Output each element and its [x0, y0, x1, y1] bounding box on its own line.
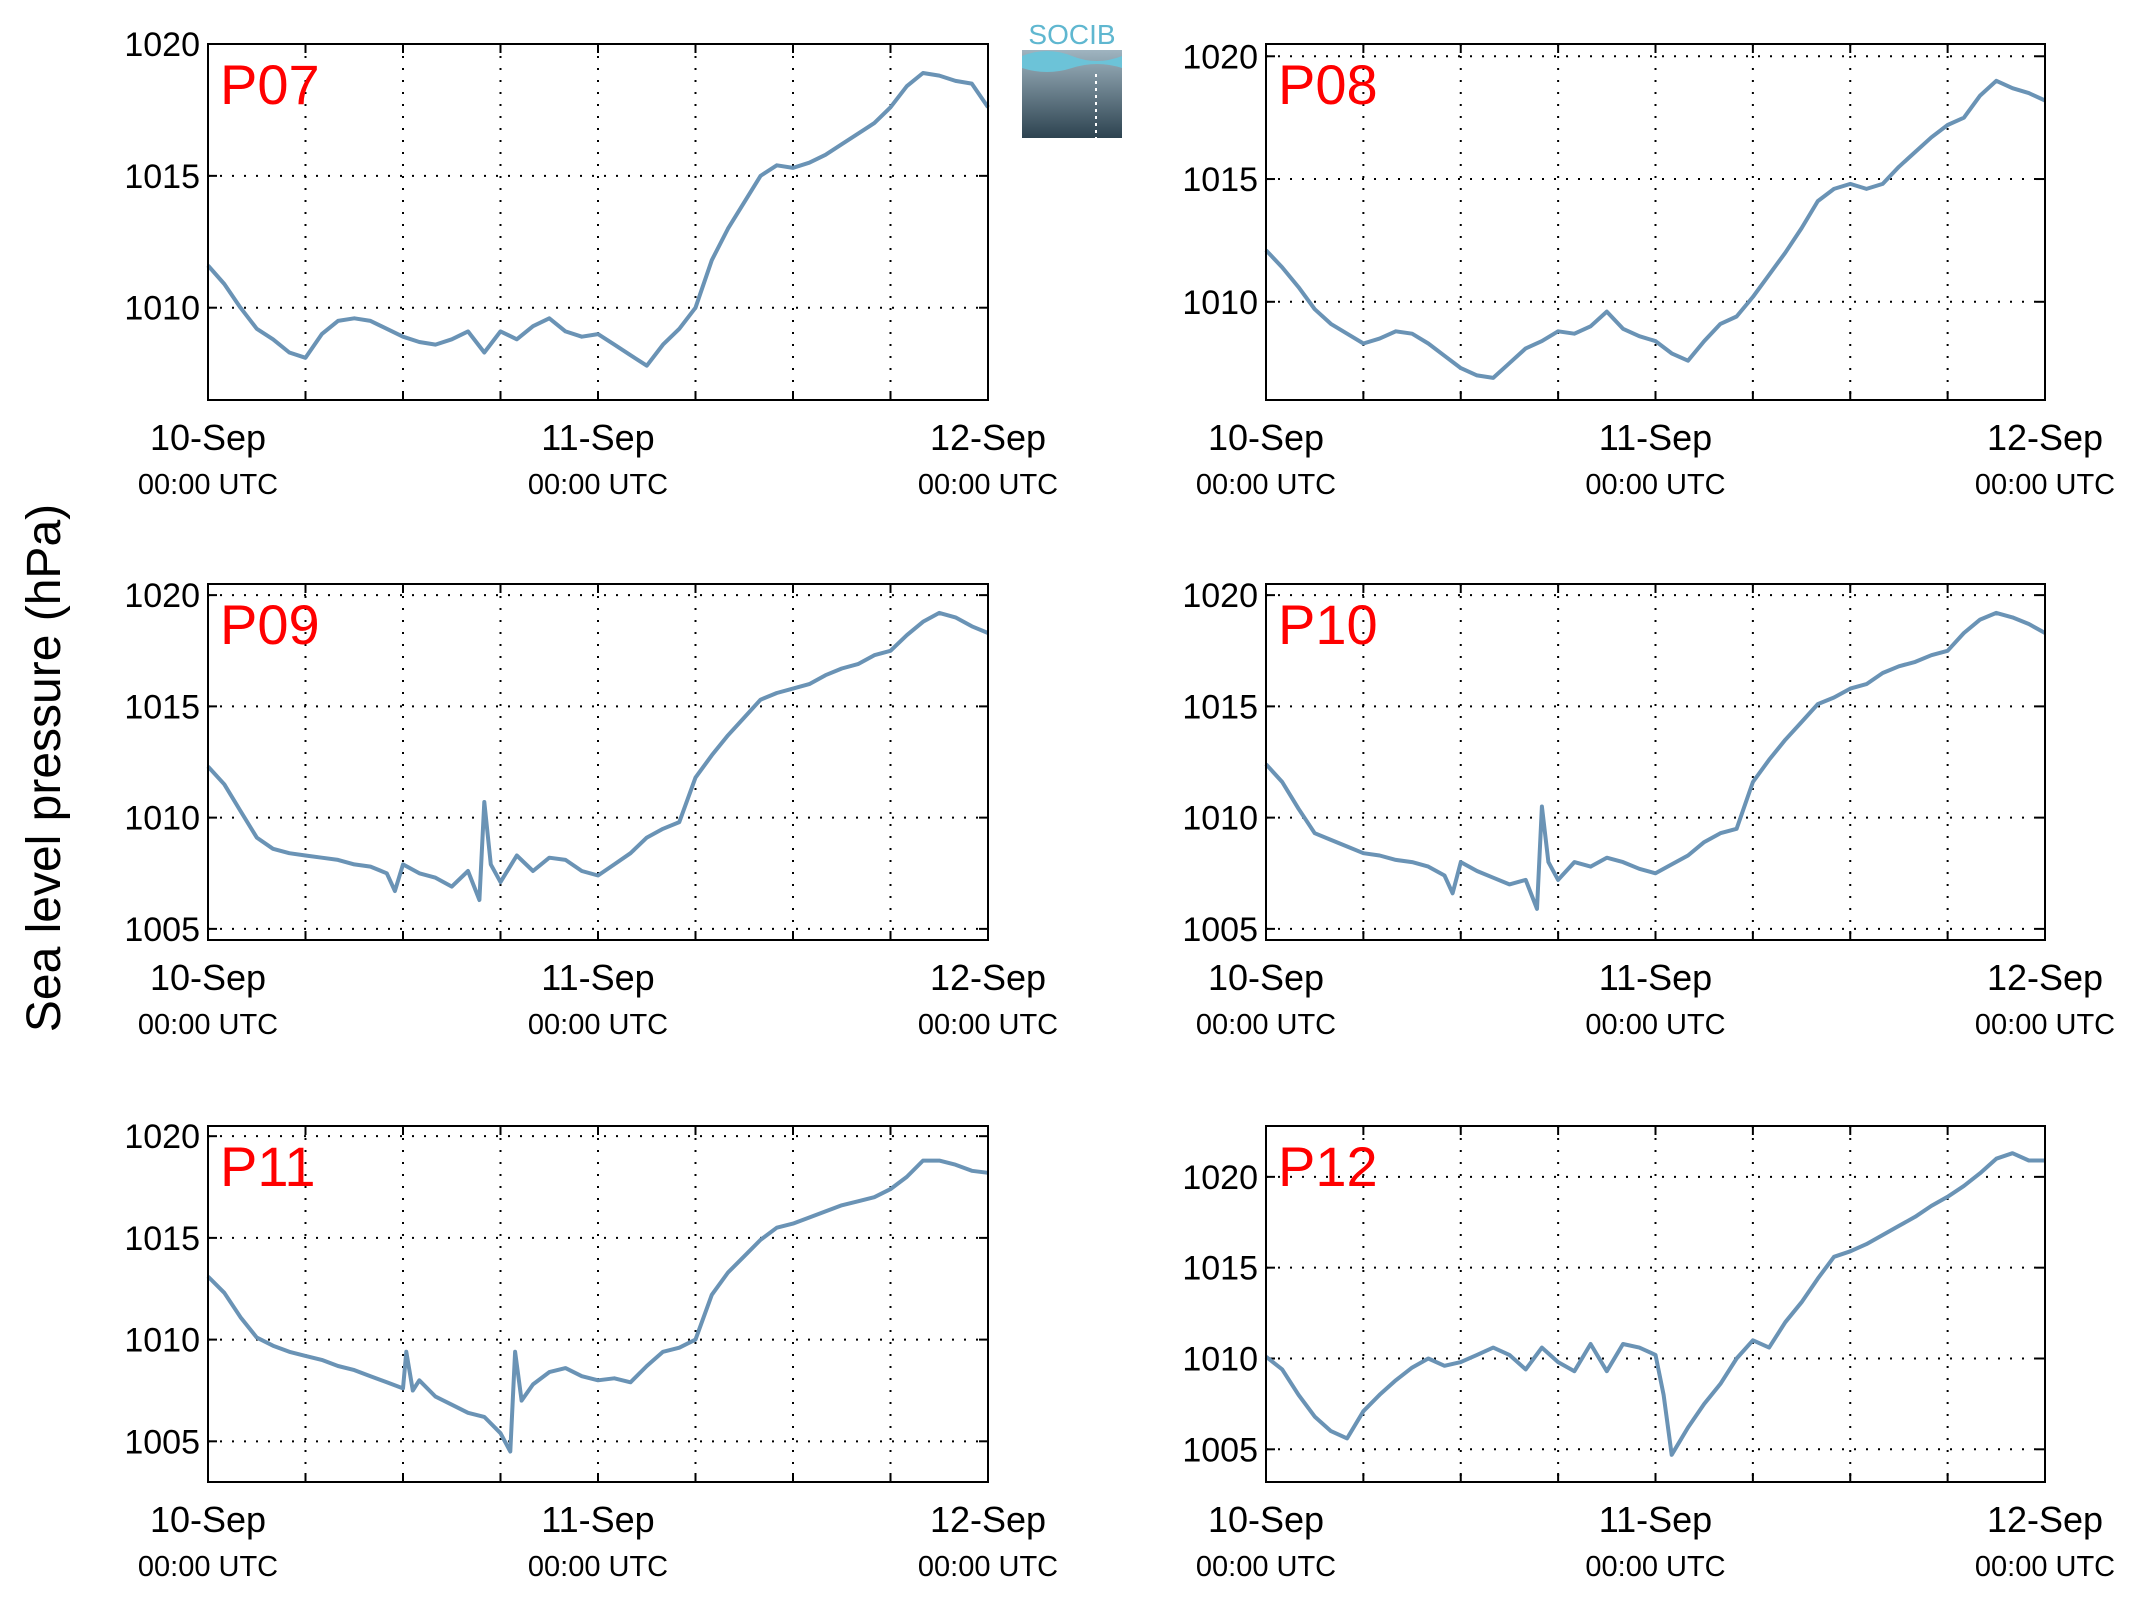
axes-box: [1265, 1125, 2046, 1483]
x-tick-label: 12-Sep: [1987, 1499, 2103, 1540]
series-line: [1264, 1151, 2045, 1457]
panel-label: P07: [220, 53, 320, 116]
x-tick-label: 10-Sep: [1208, 1499, 1324, 1540]
axes-box: [1265, 583, 2046, 941]
panel-label: P09: [220, 593, 320, 656]
panel-p11: 1005 1010 1015 1020 P11 10-Sep 00:00 UTC 11-Sep…: [124, 1118, 1058, 1583]
x-tick-sublabel: 00:00 UTC: [138, 1551, 278, 1583]
x-tick-sublabel: 00:00 UTC: [918, 1551, 1058, 1583]
panel-label: P10: [1278, 593, 1378, 656]
y-tick-label: 1015: [1182, 1250, 1258, 1288]
panel-p12: 1005 1010 1015 1020 P12 10-Sep 00:00 UTC 11-Sep…: [1182, 1125, 2115, 1583]
x-tick-sublabel: 00:00 UTC: [1585, 1551, 1725, 1583]
y-tick-label: 1005: [1182, 1431, 1258, 1469]
y-tick-label: 1020: [1182, 38, 1258, 76]
axes-box: [207, 43, 989, 401]
x-tick-sublabel: 00:00 UTC: [528, 1009, 668, 1041]
x-tick-label: 11-Sep: [541, 957, 654, 998]
x-tick-label: 12-Sep: [1987, 417, 2103, 458]
x-tick-label: 12-Sep: [930, 417, 1046, 458]
panel-label: P11: [220, 1135, 315, 1198]
x-tick-sublabel: 00:00 UTC: [528, 469, 668, 501]
panel-p10: 1005 1010 1015 1020 P10 10-Sep 00:00 UTC 11-Sep…: [1182, 577, 2115, 1041]
series-line: [1264, 78, 2046, 380]
y-tick-label: 1010: [124, 1322, 200, 1360]
series-line: [1264, 610, 2046, 911]
x-tick-label: 10-Sep: [1208, 957, 1324, 998]
x-tick-label: 11-Sep: [541, 417, 654, 458]
x-tick-sublabel: 00:00 UTC: [528, 1551, 668, 1583]
x-tick-sublabel: 00:00 UTC: [1975, 1009, 2115, 1041]
y-tick-label: 1005: [124, 911, 200, 949]
x-tick-label: 11-Sep: [1599, 417, 1712, 458]
series-line: [206, 71, 990, 368]
x-tick-label: 10-Sep: [150, 417, 266, 458]
x-tick-label: 11-Sep: [1599, 957, 1712, 998]
y-tick-label: 1015: [124, 1220, 200, 1258]
y-tick-label: 1015: [1182, 161, 1258, 199]
x-tick-sublabel: 00:00 UTC: [1196, 469, 1336, 501]
y-tick-label: 1020: [1182, 1159, 1258, 1197]
x-tick-sublabel: 00:00 UTC: [1196, 1009, 1336, 1041]
x-tick-sublabel: 00:00 UTC: [138, 469, 278, 501]
x-tick-sublabel: 00:00 UTC: [1585, 1009, 1725, 1041]
logo-text: SOCIB: [1028, 19, 1115, 50]
x-tick-sublabel: 00:00 UTC: [918, 469, 1058, 501]
y-tick-label: 1020: [124, 577, 200, 615]
panel-label: P08: [1278, 53, 1378, 116]
x-tick-label: 12-Sep: [930, 1499, 1046, 1540]
panel-p08: 1010 1015 1020 P08 10-Sep 00:00 UTC 11-Sep 00:0…: [1182, 38, 2115, 501]
x-tick-label: 11-Sep: [1599, 1499, 1712, 1540]
socib-logo: SOCIB: [1022, 19, 1122, 138]
x-tick-label: 10-Sep: [1208, 417, 1324, 458]
x-tick-sublabel: 00:00 UTC: [1975, 1551, 2115, 1583]
y-tick-label: 1015: [124, 688, 200, 726]
y-tick-label: 1010: [124, 800, 200, 838]
panel-p09: 1005 1010 1015 1020 P09 10-Sep 00:00 UTC 11-Sep…: [124, 577, 1058, 1041]
y-axis-label: Sea level pressure (hPa): [18, 504, 71, 1032]
panel-label: P12: [1278, 1135, 1378, 1198]
y-tick-label: 1005: [124, 1423, 200, 1461]
x-tick-sublabel: 00:00 UTC: [138, 1009, 278, 1041]
series-line: [206, 1158, 989, 1454]
x-tick-sublabel: 00:00 UTC: [1196, 1551, 1336, 1583]
y-tick-label: 1010: [1182, 1340, 1258, 1378]
y-tick-label: 1010: [1182, 284, 1258, 322]
series-line: [206, 610, 989, 902]
axes-box: [207, 583, 989, 941]
y-tick-label: 1020: [124, 1118, 200, 1156]
y-tick-label: 1020: [124, 26, 200, 64]
x-tick-label: 12-Sep: [1987, 957, 2103, 998]
y-tick-label: 1015: [1182, 688, 1258, 726]
x-tick-sublabel: 00:00 UTC: [1975, 469, 2115, 501]
y-tick-label: 1010: [124, 290, 200, 328]
panel-p07: 1010 1015 1020 P07 10-Sep 00:00 UTC 11-Sep 00:0…: [124, 26, 1058, 501]
axes-box: [1265, 43, 2046, 401]
x-tick-sublabel: 00:00 UTC: [918, 1009, 1058, 1041]
axes-box: [207, 1125, 989, 1483]
x-tick-label: 11-Sep: [541, 1499, 654, 1540]
x-tick-sublabel: 00:00 UTC: [1585, 469, 1725, 501]
y-tick-label: 1015: [124, 158, 200, 196]
x-tick-label: 10-Sep: [150, 1499, 266, 1540]
y-tick-label: 1020: [1182, 577, 1258, 615]
y-tick-label: 1010: [1182, 800, 1258, 838]
x-tick-label: 10-Sep: [150, 957, 266, 998]
x-tick-label: 12-Sep: [930, 957, 1046, 998]
y-tick-label: 1005: [1182, 911, 1258, 949]
